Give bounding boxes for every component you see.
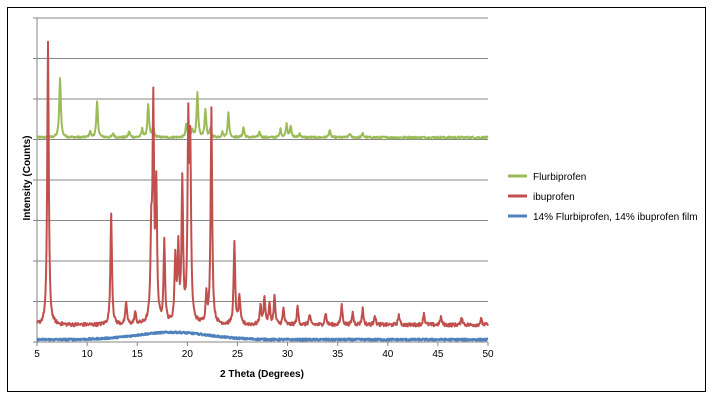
series-line — [36, 330, 489, 342]
x-tick-label: 35 — [332, 349, 344, 360]
x-tick-label: 50 — [482, 349, 494, 360]
gridlines — [37, 17, 488, 302]
y-axis-title: Intensity (Counts) — [22, 136, 33, 221]
x-tick-label: 40 — [382, 349, 394, 360]
x-tick-label: 5 — [34, 349, 40, 360]
x-tick-label: 25 — [232, 349, 244, 360]
legend-label: ibuprofen — [533, 192, 575, 203]
x-tick-label: 15 — [132, 349, 144, 360]
x-tick-label: 45 — [432, 349, 444, 360]
series-line — [36, 77, 489, 140]
x-tick-label: 10 — [82, 349, 94, 360]
chart-frame — [7, 7, 706, 392]
series-group — [36, 40, 489, 342]
series-line — [36, 40, 489, 328]
x-tick-label: 30 — [282, 349, 294, 360]
x-tick-label: 20 — [182, 349, 194, 360]
legend-label: Flurbiprofen — [533, 172, 586, 183]
x-axis-title: 2 Theta (Degrees) — [220, 369, 304, 380]
legend-label: 14% Flurbiprofen, 14% ibuprofen film — [533, 212, 698, 223]
axes — [33, 17, 489, 346]
legend: Flurbiprofen ibuprofen 14% Flurbiprofen, 1… — [508, 172, 698, 223]
x-tick-labels: 5 10 15 20 25 30 35 40 45 50 — [34, 349, 494, 360]
